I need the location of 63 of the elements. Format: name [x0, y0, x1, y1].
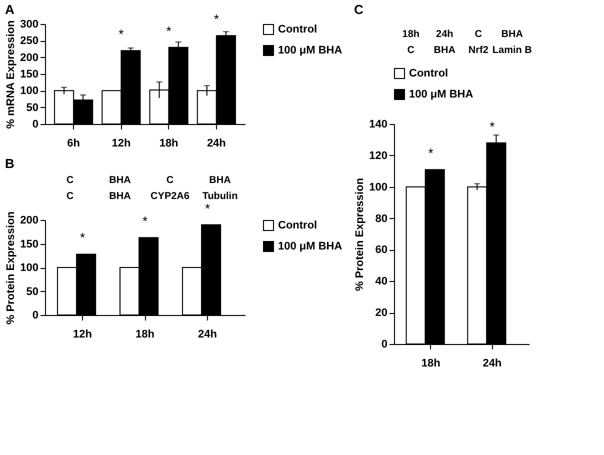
- y-tick-label: 140: [369, 118, 388, 130]
- x-tick-label: 24h: [206, 138, 226, 150]
- annotation: *: [490, 118, 495, 134]
- y-axis-title: % mRNA Expression: [5, 20, 18, 129]
- x-tick-label: 18h: [136, 328, 155, 340]
- y-tick-label: 150: [20, 68, 38, 80]
- legend-label: Control: [278, 220, 318, 232]
- y-tick-label: 100: [369, 181, 388, 194]
- legend-label: 100 μM BHA: [409, 88, 474, 100]
- text: C: [407, 45, 414, 56]
- y-tick-label: 120: [369, 150, 388, 162]
- x-tick-label: 18h: [159, 138, 179, 150]
- y-tick-label: 300: [20, 18, 38, 30]
- y-tick-label: 100: [20, 85, 38, 98]
- text: BHA: [209, 175, 231, 186]
- text: BHA: [434, 45, 456, 56]
- legend-label: Control: [278, 24, 318, 36]
- y-tick-label: 80: [375, 212, 388, 225]
- y-tick-label: 40: [375, 276, 388, 288]
- annotation: *: [80, 230, 86, 246]
- text: BHA: [109, 191, 131, 202]
- text: BHA: [109, 175, 131, 186]
- annotation: *: [204, 200, 210, 216]
- text: 18h: [402, 29, 420, 40]
- x-tick-label: 12h: [112, 138, 131, 150]
- legend-label: 100 μM BHA: [278, 44, 342, 56]
- chart-title: C: [354, 2, 364, 17]
- text: C: [66, 175, 74, 186]
- x-tick-label: 24h: [198, 328, 218, 340]
- x-tick-label: 6h: [67, 138, 80, 150]
- text: Lamin B: [492, 45, 532, 56]
- y-tick-label: 20: [375, 307, 388, 320]
- chart-title: B: [5, 156, 14, 171]
- y-tick-label: 200: [20, 214, 38, 226]
- y-tick-label: 50: [26, 102, 38, 114]
- text: CYP2A6: [150, 191, 190, 202]
- y-tick-label: 200: [20, 52, 38, 64]
- y-tick-label: 250: [20, 35, 38, 48]
- legend-label: 100 μM BHA: [278, 240, 342, 252]
- x-tick-label: 12h: [73, 328, 92, 340]
- y-tick-label: 0: [381, 338, 388, 350]
- text: 24h: [436, 29, 454, 40]
- annotation: *: [142, 214, 148, 229]
- y-tick-label: 0: [32, 118, 38, 130]
- annotation: *: [428, 146, 434, 161]
- y-axis-title: % Protein Expression: [5, 211, 18, 325]
- text: Nrf2: [468, 45, 489, 56]
- text: BHA: [501, 29, 523, 40]
- annotation: *: [214, 12, 219, 27]
- y-tick-label: 60: [375, 244, 388, 256]
- chart-title: A: [5, 2, 15, 17]
- annotation: *: [118, 26, 124, 42]
- annotation: *: [166, 23, 172, 38]
- y-tick-label: 100: [20, 262, 38, 274]
- y-tick-label: 0: [32, 310, 38, 322]
- y-tick-label: 150: [20, 238, 38, 250]
- legend-label: Control: [409, 68, 448, 80]
- text: Tubulin: [202, 191, 238, 202]
- y-axis-title: % Protein Expression: [354, 178, 366, 292]
- text: C: [166, 175, 174, 186]
- text: C: [66, 191, 74, 202]
- y-tick-label: 50: [26, 286, 38, 298]
- text: C: [474, 29, 482, 40]
